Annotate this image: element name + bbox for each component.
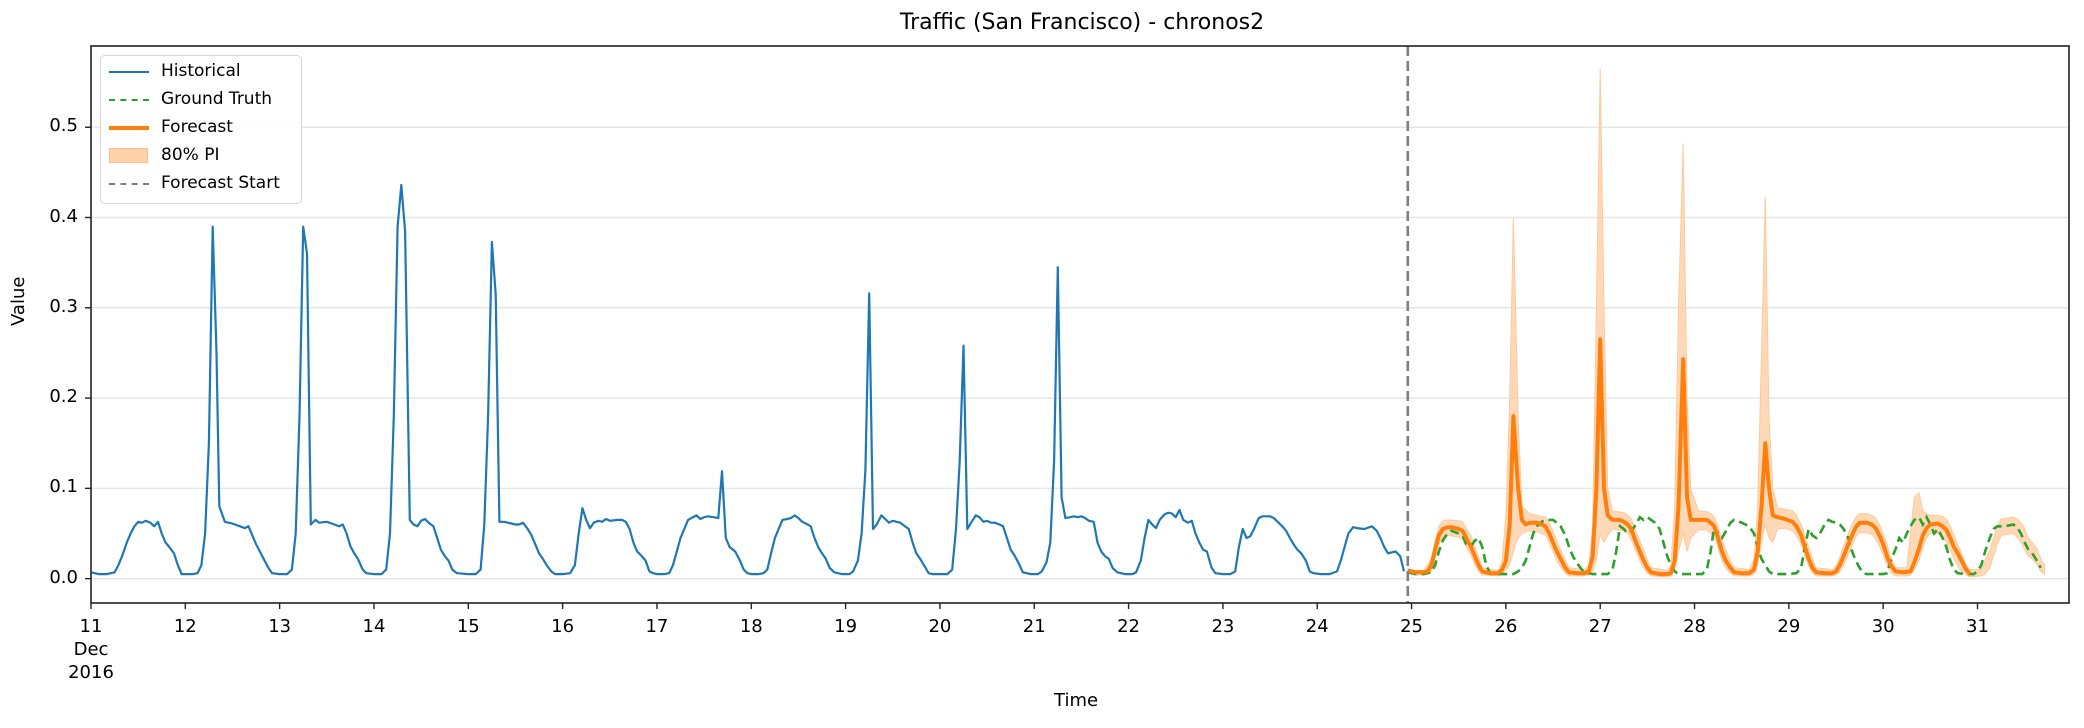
- y-gridlines: [91, 126, 2069, 580]
- x-tick-label: 25: [1400, 616, 1423, 637]
- x-tick-label: 18: [739, 616, 763, 637]
- legend-item-forecast-start: Forecast Start: [101, 170, 301, 198]
- legend-item-forecast: Forecast: [101, 114, 301, 142]
- x-tick-label: 23: [1211, 616, 1235, 637]
- x-tick-label: 27: [1588, 616, 1612, 637]
- x-tick-label: 20: [928, 616, 952, 637]
- y-tick-label: 0.3: [49, 295, 78, 317]
- x-tick-label: 30: [1871, 616, 1895, 637]
- pi-fill-icon: [109, 148, 148, 163]
- legend-item-historical: Historical: [101, 58, 301, 86]
- legend-item-80-pi: 80% PI: [101, 142, 301, 170]
- legend: Historical Ground Truth Forecast 80% PI …: [100, 55, 302, 204]
- y-tick-label: 0.2: [49, 386, 78, 408]
- ground-truth-line: [1407, 514, 2042, 576]
- x-axis-ticks: [90, 603, 1979, 609]
- y-axis-ticks: [85, 126, 91, 580]
- x-tick-label: 31: [1966, 616, 1989, 637]
- x-tick-label: 15: [456, 616, 480, 637]
- x-tick-label: 24: [1305, 616, 1329, 637]
- y-tick-label: 0.5: [49, 115, 78, 137]
- y-tick-label: 0.4: [49, 205, 78, 227]
- x-tick-label: 19: [834, 616, 858, 637]
- x-axis-label: Time: [1054, 690, 1099, 711]
- chart-title: Traffic (San Francisco) - chronos2: [899, 10, 1265, 35]
- ground-truth-dashed-icon: [109, 99, 149, 101]
- x-tick-label: 22: [1117, 616, 1141, 637]
- x-tick-label: 13: [268, 616, 292, 637]
- x-tick-label: 28: [1683, 616, 1706, 637]
- historical-line: [90, 183, 1406, 576]
- historical-line-icon: [109, 71, 149, 73]
- x-tick-label: 21: [1022, 616, 1046, 637]
- plot-frame: [90, 45, 2070, 604]
- x-tick-label: 11 Dec 2016: [68, 616, 114, 683]
- x-tick-label: 16: [551, 616, 575, 637]
- forecast-start-dashed-icon: [109, 183, 149, 185]
- x-tick-label: 29: [1777, 616, 1801, 637]
- forecast-line: [1407, 337, 1972, 577]
- y-tick-label: 0.1: [49, 476, 78, 498]
- x-tick-label: 26: [1494, 616, 1518, 637]
- legend-item-ground-truth: Ground Truth: [101, 86, 301, 114]
- y-tick-label: 0.0: [49, 566, 78, 588]
- x-tick-label: 12: [173, 616, 197, 637]
- x-tick-label: 17: [645, 616, 669, 637]
- forecast-line-icon: [109, 126, 149, 130]
- x-tick-label: 14: [362, 616, 386, 637]
- prediction-interval-band: [1407, 68, 2045, 578]
